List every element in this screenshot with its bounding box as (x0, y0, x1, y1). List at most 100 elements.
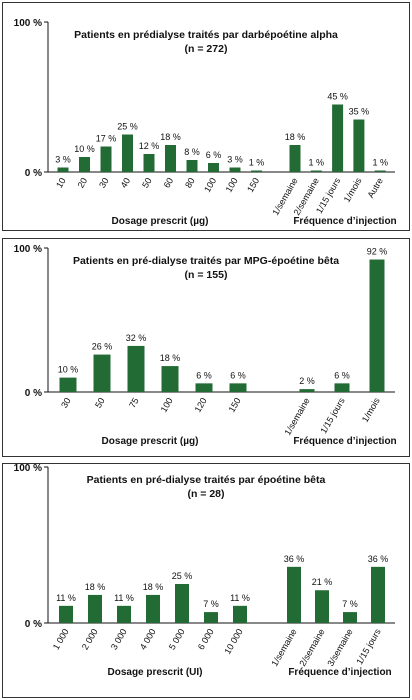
value-label: 11 % (230, 593, 250, 603)
value-label: 6 % (206, 150, 222, 160)
value-label: 6 % (196, 370, 212, 380)
value-label: 11 % (56, 593, 76, 603)
x-axis-label: Dosage prescrit (UI) (107, 667, 202, 678)
bar (353, 119, 365, 172)
chart-title: Patients en prédialyse traités par darbé… (74, 29, 338, 41)
x-tick-label: 1/15 jours (318, 396, 347, 436)
value-label: 26 % (92, 342, 113, 352)
value-label: 32 % (126, 333, 147, 343)
bar (146, 594, 160, 623)
value-label: 7 % (203, 599, 219, 609)
bar (186, 160, 198, 172)
y-tick-label: 0 % (25, 388, 42, 399)
value-label: 18 % (160, 132, 181, 142)
bar (371, 566, 385, 623)
value-label: 25 % (117, 122, 138, 132)
bar (122, 134, 133, 172)
panel (2, 2, 410, 231)
bar (195, 383, 213, 392)
x-tick-label: 100 (224, 176, 240, 194)
bar (175, 584, 189, 623)
x-tick-label: Autre (366, 176, 385, 200)
chart-title: Patients en pré-dialyse traités par MPG-… (73, 255, 339, 267)
x-axis-label: Fréquence d’injection (288, 667, 391, 678)
bar (59, 605, 73, 623)
x-tick-label: 1/15 jours (354, 627, 383, 667)
bar (93, 354, 111, 392)
bar (204, 612, 218, 623)
bar (127, 345, 145, 392)
value-label: 36 % (284, 554, 305, 564)
x-tick-label: 6 000 (196, 627, 216, 652)
x-tick-label: 3 000 (109, 627, 129, 652)
bar (59, 377, 77, 392)
x-axis-label: Fréquence d’injection (293, 436, 396, 447)
bar (117, 605, 131, 623)
panel (2, 238, 410, 457)
chart-subtitle: (n = 272) (185, 43, 228, 55)
x-tick-label: 120 (193, 396, 209, 414)
x-tick-label: 10 (54, 176, 68, 190)
value-label: 1 % (249, 158, 265, 168)
value-label: 18 % (143, 582, 164, 592)
bar (100, 146, 112, 172)
value-label: 3 % (227, 155, 243, 165)
bar (143, 154, 155, 172)
bar (299, 389, 315, 392)
value-label: 1 % (309, 158, 325, 168)
bar (334, 383, 350, 392)
x-tick-label: 40 (119, 176, 133, 190)
value-label: 3 % (55, 155, 71, 165)
x-tick-label: 1/semaine (282, 396, 311, 437)
bar (251, 170, 262, 172)
x-axis-label: Dosage prescrit (µg) (102, 436, 199, 447)
bar (57, 167, 69, 172)
value-label: 2 % (299, 376, 315, 386)
bar (88, 594, 102, 623)
x-tick-label: 50 (140, 176, 154, 190)
x-tick-label: 150 (227, 396, 243, 414)
x-tick-label: 30 (59, 396, 73, 410)
x-tick-label: 100 (159, 396, 175, 414)
x-tick-label: 1 000 (51, 627, 71, 652)
x-axis-label: Fréquence d’injection (293, 216, 396, 227)
value-label: 17 % (96, 134, 117, 144)
x-tick-label: 3/semaine (325, 627, 354, 668)
panel (2, 463, 410, 698)
bar (165, 145, 176, 172)
bar (233, 605, 247, 623)
value-label: 12 % (139, 141, 160, 151)
x-tick-label: 2 000 (80, 627, 100, 652)
x-tick-label: 60 (162, 176, 176, 190)
bar (208, 163, 219, 172)
value-label: 18 % (285, 132, 306, 142)
y-tick-label: 100 % (14, 18, 42, 29)
value-label: 18 % (160, 353, 181, 363)
x-axis-label: Dosage prescrit (µg) (112, 216, 209, 227)
bar (161, 366, 179, 392)
x-tick-label: 50 (93, 396, 107, 410)
x-tick-label: 20 (76, 176, 90, 190)
value-label: 21 % (312, 577, 333, 587)
x-tick-label: 2/semaine (297, 627, 326, 668)
chart-subtitle: (n = 28) (187, 488, 224, 500)
value-label: 35 % (349, 107, 370, 117)
bar (332, 104, 344, 172)
x-tick-label: 1/mois (360, 396, 382, 424)
x-tick-label: 80 (183, 176, 197, 190)
x-tick-label: 5 000 (167, 627, 187, 652)
bar (315, 590, 329, 623)
value-label: 45 % (327, 92, 348, 102)
y-tick-label: 0 % (25, 168, 42, 179)
chart-subtitle: (n = 155) (185, 269, 228, 281)
bar (310, 170, 322, 172)
x-tick-label: 75 (127, 396, 141, 410)
value-label: 1 % (372, 158, 388, 168)
value-label: 18 % (85, 582, 106, 592)
bar (229, 383, 247, 392)
x-tick-label: 100 (202, 176, 218, 194)
value-label: 10 % (74, 144, 95, 154)
value-label: 92 % (367, 247, 388, 257)
x-tick-label: 4 000 (138, 627, 158, 652)
